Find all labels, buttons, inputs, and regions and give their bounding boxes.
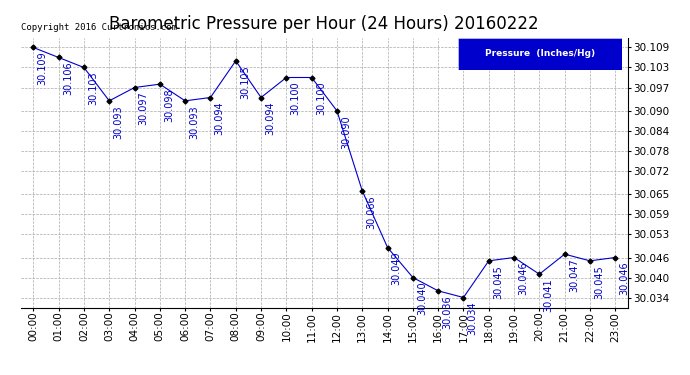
Text: 30.090: 30.090 [341, 115, 351, 148]
Text: 30.036: 30.036 [442, 295, 453, 328]
Text: 30.100: 30.100 [316, 82, 326, 115]
Text: 30.047: 30.047 [569, 258, 579, 292]
Text: 30.045: 30.045 [594, 265, 604, 299]
Text: 30.040: 30.040 [417, 282, 427, 315]
Text: 30.045: 30.045 [493, 265, 503, 299]
Text: 30.105: 30.105 [240, 65, 250, 99]
Text: 30.098: 30.098 [164, 88, 174, 122]
Text: 30.106: 30.106 [63, 62, 73, 95]
Text: 30.094: 30.094 [265, 102, 275, 135]
Text: 30.066: 30.066 [366, 195, 377, 229]
Text: 30.046: 30.046 [518, 262, 529, 295]
Text: 30.103: 30.103 [88, 72, 98, 105]
Text: 30.094: 30.094 [215, 102, 225, 135]
Text: 30.097: 30.097 [139, 92, 149, 125]
Text: 30.093: 30.093 [189, 105, 199, 139]
Text: Copyright 2016 Curtronics.com: Copyright 2016 Curtronics.com [21, 23, 177, 32]
Text: 30.109: 30.109 [37, 52, 48, 85]
Text: Barometric Pressure per Hour (24 Hours) 20160222: Barometric Pressure per Hour (24 Hours) … [110, 15, 539, 33]
Text: 30.093: 30.093 [113, 105, 124, 139]
Text: 30.049: 30.049 [392, 252, 402, 285]
Text: 30.100: 30.100 [290, 82, 301, 115]
Text: 30.034: 30.034 [468, 302, 477, 335]
Text: 30.041: 30.041 [544, 278, 553, 312]
Text: 30.046: 30.046 [620, 262, 629, 295]
